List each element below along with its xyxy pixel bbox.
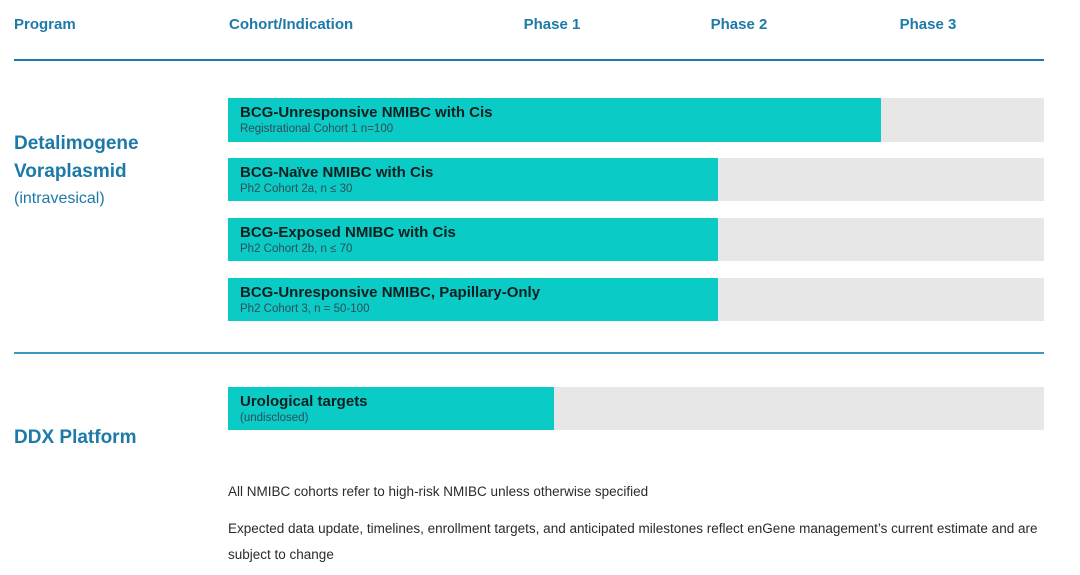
progress-bar: BCG-Exposed NMIBC with Cis Ph2 Cohort 2b… — [228, 218, 718, 261]
cohort-subtitle: Ph2 Cohort 2a, n ≤ 30 — [240, 183, 353, 195]
program-name-ddx-platform: DDX Platform — [14, 396, 136, 452]
cohort-row: BCG-Unresponsive NMIBC with Cis Registra… — [228, 98, 1044, 142]
cohort-title: Urological targets — [240, 393, 368, 410]
header-divider — [14, 59, 1044, 61]
section-divider — [14, 352, 1044, 354]
cohort-title: BCG-Naïve NMIBC with Cis — [240, 164, 434, 181]
program-name-detalimogene: Detalimogene Voraplasmid (intravesical) — [14, 102, 139, 240]
footnote-line: Expected data update, timelines, enrollm… — [228, 521, 1038, 562]
cohort-row: BCG-Exposed NMIBC with Cis Ph2 Cohort 2b… — [228, 218, 1044, 261]
cohort-subtitle: Ph2 Cohort 3, n = 50-100 — [240, 303, 370, 315]
progress-bar: BCG-Naïve NMIBC with Cis Ph2 Cohort 2a, … — [228, 158, 718, 201]
cohort-title: BCG-Exposed NMIBC with Cis — [240, 224, 456, 241]
column-header-phase2: Phase 2 — [710, 16, 768, 33]
program-name-text: DDX Platform — [14, 427, 137, 448]
column-header-phase3: Phase 3 — [899, 16, 957, 33]
cohort-row: Urological targets (undisclosed) — [228, 387, 1044, 430]
column-header-cohort: Cohort/Indication — [229, 16, 354, 33]
cohort-title: BCG-Unresponsive NMIBC, Papillary-Only — [240, 284, 541, 301]
cohort-title: BCG-Unresponsive NMIBC with Cis — [240, 104, 493, 121]
column-header-program: Program — [14, 16, 76, 33]
footnote-line: All NMIBC cohorts refer to high-risk NMI… — [228, 484, 649, 499]
cohort-row: BCG-Naïve NMIBC with Cis Ph2 Cohort 2a, … — [228, 158, 1044, 201]
column-header-phase1: Phase 1 — [523, 16, 581, 33]
progress-bar: Urological targets (undisclosed) — [228, 387, 555, 430]
progress-bar: BCG-Unresponsive NMIBC, Papillary-Only P… — [228, 278, 718, 321]
progress-bar: BCG-Unresponsive NMIBC with Cis Registra… — [228, 98, 881, 142]
program-name-text: Detalimogene Voraplasmid — [14, 133, 139, 182]
cohort-subtitle: (undisclosed) — [240, 412, 309, 424]
cohort-row: BCG-Unresponsive NMIBC, Papillary-Only P… — [228, 278, 1044, 321]
footnotes: All NMIBC cohorts refer to high-risk NMI… — [228, 479, 1076, 575]
cohort-subtitle: Registrational Cohort 1 n=100 — [240, 123, 394, 135]
program-qualifier: (intravesical) — [14, 190, 105, 207]
cohort-subtitle: Ph2 Cohort 2b, n ≤ 70 — [240, 243, 353, 255]
